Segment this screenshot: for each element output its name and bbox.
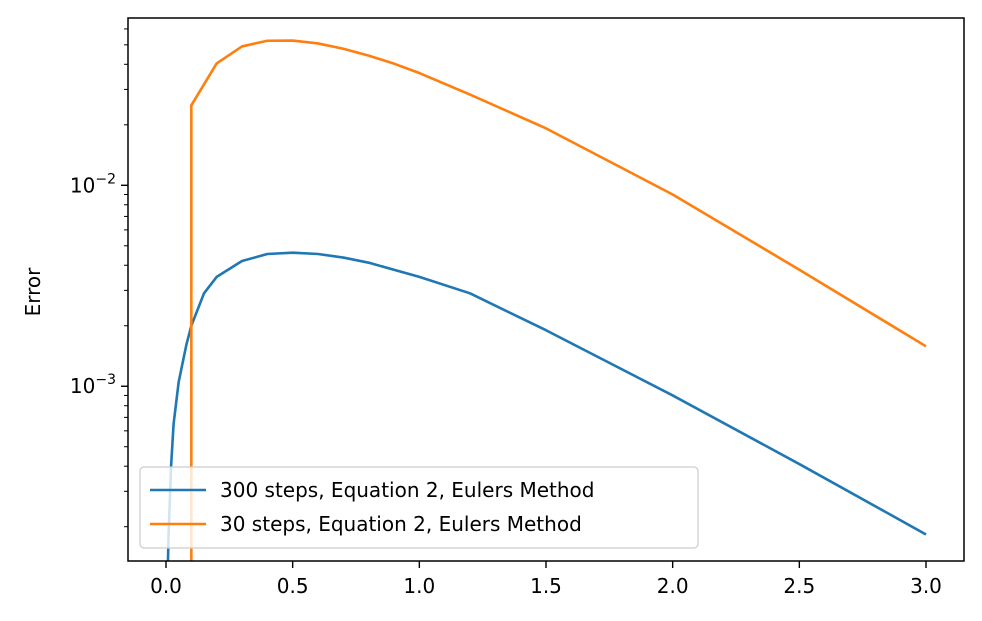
legend-label-1: 30 steps, Equation 2, Eulers Method	[220, 512, 582, 536]
legend-label-0: 300 steps, Equation 2, Eulers Method	[220, 478, 594, 502]
x-tick-label: 2.0	[657, 574, 689, 598]
y-axis-minor-ticks	[124, 28, 128, 528]
series-line-1	[190, 39, 927, 561]
y-tick-base: 10	[70, 173, 95, 197]
legend-box	[139, 466, 699, 549]
y-tick-base: 10	[70, 374, 95, 398]
y-axis-label: Error	[21, 267, 45, 317]
y-axis: 10−210−3	[70, 171, 128, 398]
y-tick-label: 10−3	[70, 372, 116, 398]
x-tick-label: 1.0	[403, 574, 435, 598]
series-line-0	[166, 251, 927, 561]
series-layer	[166, 39, 927, 561]
legend: 300 steps, Equation 2, Eulers Method 30 s…	[139, 466, 699, 549]
x-axis: 0.0 0.5 1.0 1.5 2.0 2.5 3.0	[150, 561, 942, 598]
x-tick-label: 1.5	[530, 574, 562, 598]
x-tick-label: 3.0	[910, 574, 942, 598]
y-tick-label: 10−2	[70, 171, 116, 197]
y-tick-exponent: −2	[95, 171, 116, 187]
x-tick-label: 2.5	[783, 574, 815, 598]
x-tick-label: 0.0	[150, 574, 182, 598]
x-tick-label: 0.5	[277, 574, 309, 598]
y-tick-exponent: −3	[95, 372, 116, 388]
